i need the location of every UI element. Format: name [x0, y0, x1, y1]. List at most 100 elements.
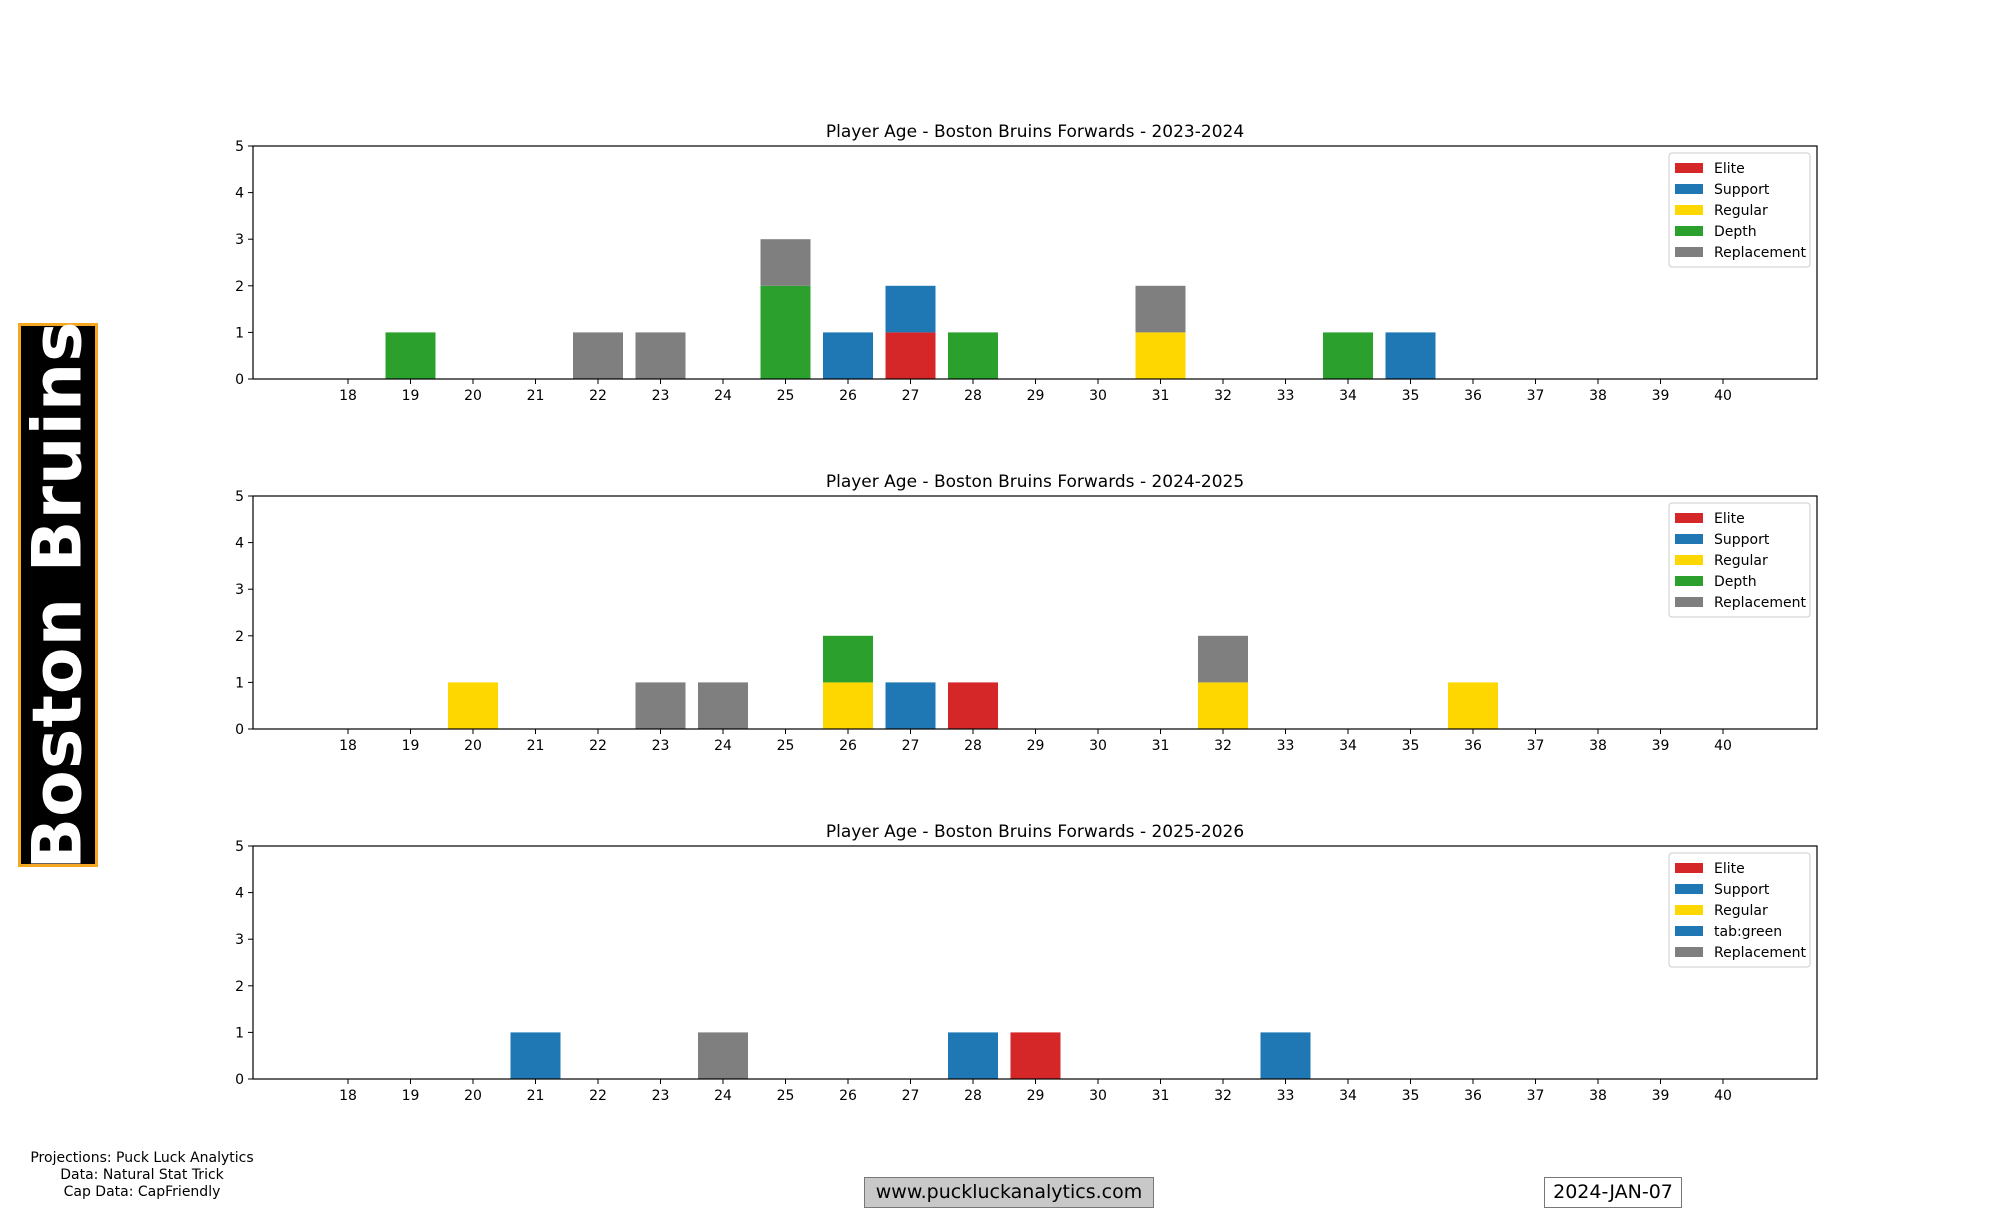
- x-tick-label: 31: [1152, 1088, 1170, 1104]
- x-tick-label: 30: [1089, 1088, 1107, 1104]
- y-tick-label: 0: [235, 1072, 244, 1088]
- bar-replacement-age-31: [1135, 285, 1186, 333]
- x-tick-label: 37: [1527, 738, 1545, 754]
- bar-replacement-age-23: [635, 332, 686, 379]
- bar-support-age-27: [885, 682, 936, 729]
- x-tick-label: 21: [527, 1088, 545, 1104]
- bar-replacement-age-24: [698, 682, 748, 729]
- x-tick-label: 31: [1152, 388, 1170, 404]
- data-credit: Data: Natural Stat Trick: [60, 1167, 224, 1183]
- x-tick-label: 24: [714, 388, 732, 404]
- x-tick-label: 36: [1464, 388, 1482, 404]
- x-tick-label: 27: [902, 1088, 920, 1104]
- x-tick-label: 23: [652, 388, 670, 404]
- x-tick-label: 38: [1589, 738, 1607, 754]
- x-tick-label: 32: [1214, 738, 1232, 754]
- legend-label: Elite: [1714, 511, 1745, 527]
- legend: Elite Support Regular Depth Replacement: [1668, 152, 1811, 268]
- legend-swatch: [1675, 184, 1703, 194]
- x-tick-label: 31: [1152, 738, 1170, 754]
- bar-support-age-26: [823, 332, 873, 379]
- x-tick-label: 25: [777, 738, 795, 754]
- legend-swatch: [1675, 926, 1703, 936]
- legend-label: Depth: [1714, 574, 1757, 590]
- legend-label: Replacement: [1714, 595, 1807, 611]
- legend-swatch: [1675, 226, 1703, 236]
- x-tick-label: 22: [589, 388, 607, 404]
- bar-support-age-33: [1260, 1032, 1311, 1079]
- x-tick-label: 26: [839, 1088, 857, 1104]
- x-tick-label: 26: [839, 738, 857, 754]
- x-tick-label: 39: [1652, 1088, 1670, 1104]
- x-tick-label: 25: [777, 1088, 795, 1104]
- legend-label: Support: [1714, 182, 1770, 198]
- x-tick-label: 33: [1277, 738, 1295, 754]
- x-tick-label: 38: [1589, 1088, 1607, 1104]
- x-tick-label: 22: [589, 738, 607, 754]
- x-tick-label: 19: [402, 388, 420, 404]
- axes-frame: [252, 495, 1818, 730]
- y-tick-label: 3: [235, 932, 244, 948]
- bar-depth-age-25: [760, 285, 811, 379]
- bar-replacement-age-25: [760, 239, 811, 286]
- bar-replacement-age-32: [1198, 635, 1248, 683]
- legend-swatch: [1675, 247, 1703, 257]
- x-tick-label: 32: [1214, 388, 1232, 404]
- legend-swatch: [1675, 534, 1703, 544]
- x-tick-label: 37: [1527, 1088, 1545, 1104]
- axes-frame: [252, 845, 1818, 1080]
- website-label: www.puckluckanalytics.com: [864, 1177, 1154, 1208]
- bar-regular-age-31: [1135, 332, 1186, 379]
- x-tick-label: 38: [1589, 388, 1607, 404]
- x-tick-label: 23: [652, 738, 670, 754]
- x-tick-label: 19: [402, 1088, 420, 1104]
- legend-label: tab:green: [1714, 924, 1782, 940]
- bar-regular-age-32: [1198, 682, 1248, 729]
- x-tick-label: 34: [1339, 738, 1357, 754]
- bar-depth-age-19: [385, 332, 436, 379]
- chart-3: Player Age - Boston Bruins Forwards - 20…: [235, 822, 1818, 1104]
- x-tick-label: 40: [1714, 388, 1732, 404]
- y-tick-label: 4: [235, 536, 244, 552]
- legend-swatch: [1675, 884, 1703, 894]
- x-tick-label: 37: [1527, 388, 1545, 404]
- legend-label: Regular: [1714, 553, 1768, 569]
- y-tick-label: 2: [235, 629, 244, 645]
- legend-label: Replacement: [1714, 945, 1807, 961]
- x-tick-label: 21: [527, 388, 545, 404]
- chart-1: Player Age - Boston Bruins Forwards - 20…: [235, 122, 1818, 404]
- legend-swatch: [1675, 905, 1703, 915]
- x-tick-label: 29: [1027, 388, 1045, 404]
- y-tick-label: 1: [235, 325, 244, 341]
- legend-label: Elite: [1714, 861, 1745, 877]
- x-tick-label: 28: [964, 388, 982, 404]
- x-tick-label: 21: [527, 738, 545, 754]
- x-tick-label: 20: [464, 388, 482, 404]
- x-tick-label: 35: [1402, 1088, 1420, 1104]
- x-tick-label: 40: [1714, 1088, 1732, 1104]
- bar-support-age-21: [510, 1032, 561, 1079]
- x-tick-label: 28: [964, 1088, 982, 1104]
- y-tick-label: 3: [235, 232, 244, 248]
- x-tick-label: 24: [714, 1088, 732, 1104]
- x-tick-label: 35: [1402, 738, 1420, 754]
- bar-replacement-age-22: [573, 332, 623, 379]
- y-tick-label: 0: [235, 372, 244, 388]
- x-tick-label: 34: [1339, 388, 1357, 404]
- x-tick-label: 30: [1089, 388, 1107, 404]
- credits: Projections: Puck Luck Analytics Data: N…: [22, 1150, 262, 1201]
- x-tick-label: 36: [1464, 1088, 1482, 1104]
- y-tick-label: 4: [235, 186, 244, 202]
- x-tick-label: 32: [1214, 1088, 1232, 1104]
- y-tick-label: 4: [235, 886, 244, 902]
- y-tick-label: 5: [235, 489, 244, 505]
- y-tick-label: 1: [235, 1025, 244, 1041]
- bar-regular-age-20: [448, 682, 498, 729]
- legend-label: Depth: [1714, 224, 1757, 240]
- legend-label: Support: [1714, 882, 1770, 898]
- x-tick-label: 26: [839, 388, 857, 404]
- legend-label: Support: [1714, 532, 1770, 548]
- axes-frame: [252, 145, 1818, 380]
- legend-label: Regular: [1714, 903, 1768, 919]
